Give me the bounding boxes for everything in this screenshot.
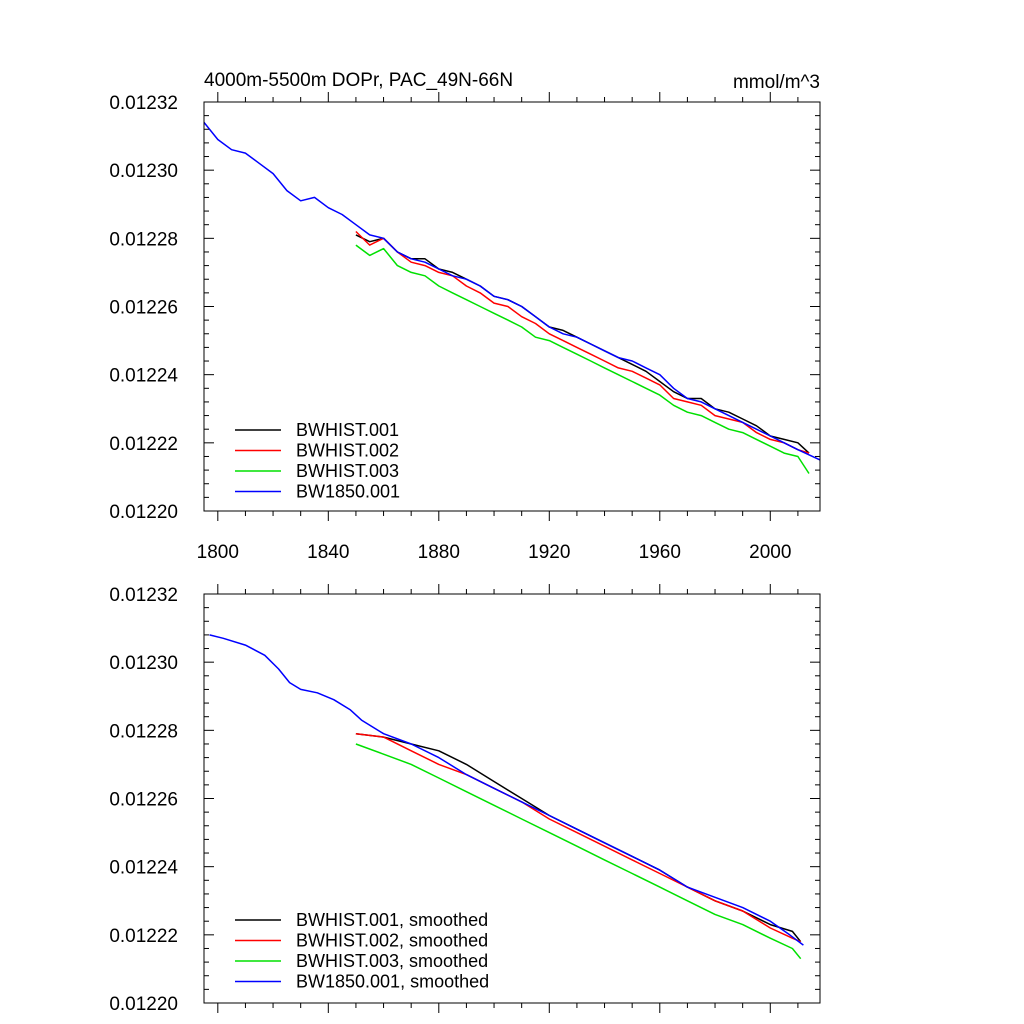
- series-line-1-3: [209, 634, 804, 946]
- y-tick-label-0-4: 0.01228: [109, 229, 178, 250]
- series-line-0-1: [355, 230, 810, 454]
- y-tick-label-1-0: 0.01220: [109, 994, 178, 1015]
- x-tick-label-0-5: 2000: [749, 542, 791, 563]
- y-tick-label-1-4: 0.01228: [109, 721, 178, 742]
- series-line-0-2: [355, 244, 810, 474]
- y-tick-label-1-6: 0.01232: [109, 585, 178, 606]
- x-tick-label-0-3: 1920: [528, 542, 570, 563]
- y-tick-label-0-5: 0.01230: [109, 161, 178, 182]
- y-tick-label-0-2: 0.01224: [109, 366, 178, 387]
- x-tick-label-0-2: 1880: [418, 542, 460, 563]
- legend-label-1-0: BWHIST.001, smoothed: [296, 910, 488, 930]
- y-tick-label-1-2: 0.01224: [109, 858, 178, 879]
- legend-label-1-2: BWHIST.003, smoothed: [296, 951, 488, 971]
- x-tick-label-0-1: 1840: [307, 542, 349, 563]
- x-tick-label-0-0: 1800: [197, 542, 239, 563]
- y-tick-label-0-3: 0.01226: [109, 298, 178, 319]
- series-line-1-2: [355, 743, 802, 960]
- top-panel-units: mmol/m^3: [733, 72, 820, 93]
- y-tick-label-0-6: 0.01232: [109, 93, 178, 114]
- series-line-0-3: [203, 121, 821, 461]
- legend-label-1-3: BW1850.001, smoothed: [296, 972, 489, 992]
- y-tick-label-1-3: 0.01226: [109, 790, 178, 811]
- legend-label-1-1: BWHIST.002, smoothed: [296, 931, 488, 951]
- y-tick-label-0-1: 0.01222: [109, 434, 178, 455]
- top-panel-title: 4000m-5500m DOPr, PAC_49N-66N: [204, 70, 513, 91]
- top-panel: 4000m-5500m DOPr, PAC_49N-66N mmol/m^3 0…: [109, 70, 821, 563]
- y-tick-label-1-5: 0.01230: [109, 653, 178, 674]
- legend-label-0-2: BWHIST.003: [296, 461, 399, 481]
- series-line-1-1: [355, 732, 801, 943]
- legend-label-0-0: BWHIST.001: [296, 420, 399, 440]
- x-tick-label-0-4: 1960: [639, 542, 681, 563]
- legend-label-0-3: BW1850.001: [296, 482, 400, 502]
- bottom-panel: 0.01220 0.01222 0.01224 0.01226 0.01228 0.012…: [109, 584, 821, 1015]
- legend-label-0-1: BWHIST.002: [296, 441, 399, 461]
- series-line-0-0: [355, 234, 810, 454]
- y-tick-label-0-0: 0.01220: [109, 502, 178, 523]
- y-tick-label-1-1: 0.01222: [109, 926, 178, 947]
